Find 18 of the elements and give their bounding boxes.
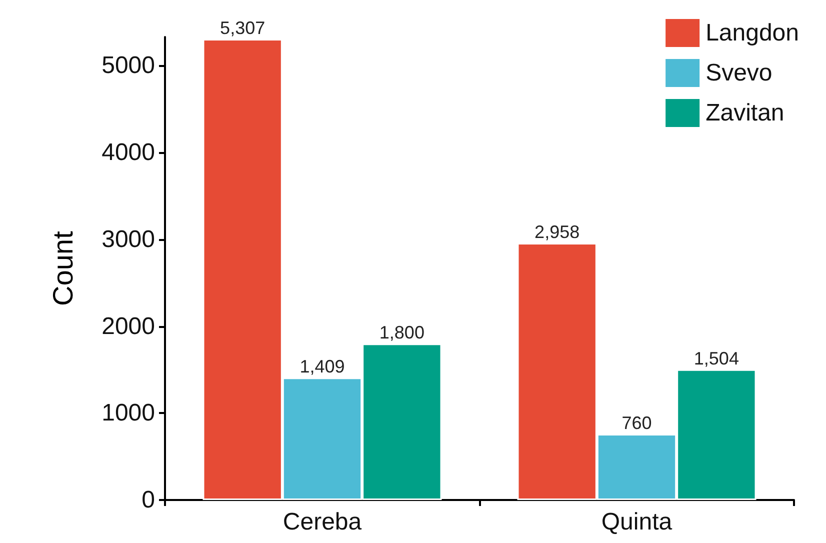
legend-label: Langdon [706, 20, 800, 46]
y-axis-title: Count [48, 230, 78, 306]
data-label: 1,800 [379, 322, 424, 343]
data-label: 1,409 [300, 356, 345, 377]
data-label: 2,958 [534, 222, 580, 242]
y-tick-label: 2000 [102, 312, 155, 340]
y-tick-label: 5000 [102, 52, 155, 80]
legend-label: Svevo [706, 60, 772, 86]
x-tick-label: Cereba [282, 508, 362, 536]
y-tick-label: 4000 [102, 139, 155, 166]
y-tick-label: 3000 [102, 226, 155, 253]
legend-label: Zavitan [706, 100, 784, 126]
data-label: 5,307 [220, 18, 266, 38]
x-tick-label: Quinta [601, 508, 673, 536]
y-tick-label: 1000 [102, 400, 155, 427]
data-label: 760 [622, 412, 652, 433]
data-label: 1,504 [694, 348, 739, 368]
y-tick-label: 0 [142, 486, 155, 514]
